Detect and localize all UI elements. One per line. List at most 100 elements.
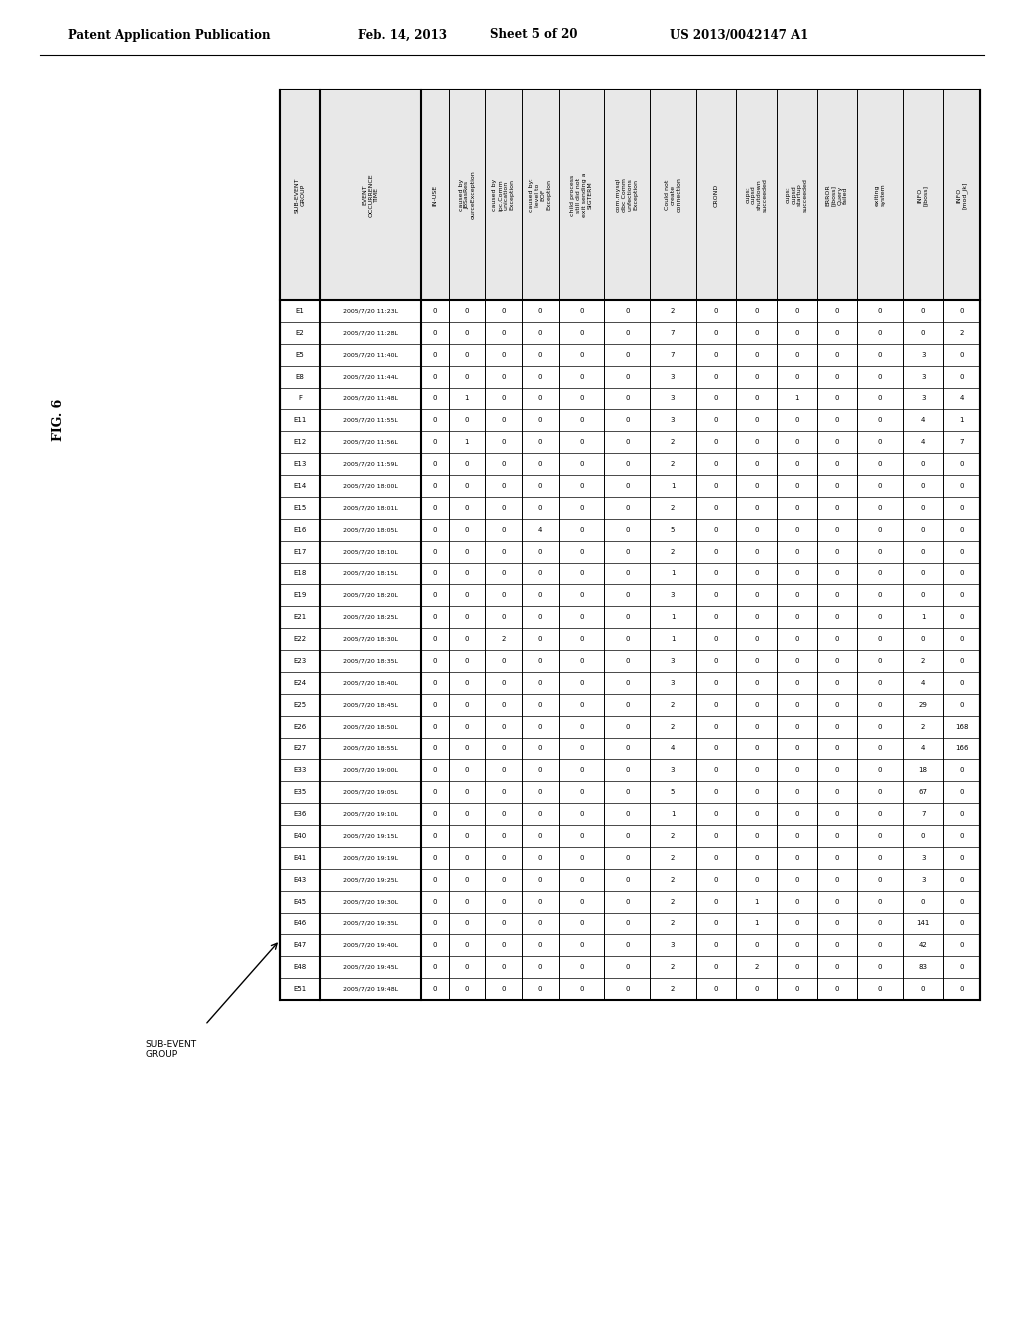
Text: 0: 0 <box>625 789 630 795</box>
Text: 0: 0 <box>714 680 719 686</box>
Text: 0: 0 <box>465 461 469 467</box>
Text: 0: 0 <box>959 527 964 533</box>
Text: 0: 0 <box>755 330 759 335</box>
Text: 0: 0 <box>502 723 506 730</box>
Text: 0: 0 <box>878 833 883 840</box>
Text: 1: 1 <box>671 614 675 620</box>
Text: 3: 3 <box>921 351 926 358</box>
Text: 2: 2 <box>671 899 675 904</box>
Text: 0: 0 <box>921 527 926 533</box>
Text: US 2013/0042147 A1: US 2013/0042147 A1 <box>670 29 808 41</box>
Text: 0: 0 <box>465 789 469 795</box>
Text: 2005/7/20 11:48L: 2005/7/20 11:48L <box>343 396 398 401</box>
Text: 0: 0 <box>502 351 506 358</box>
Text: 0: 0 <box>714 351 719 358</box>
Text: 0: 0 <box>502 767 506 774</box>
Text: 0: 0 <box>878 767 883 774</box>
Text: 0: 0 <box>538 374 543 380</box>
Text: 0: 0 <box>502 657 506 664</box>
Text: 1: 1 <box>671 810 675 817</box>
Text: 0: 0 <box>755 504 759 511</box>
Text: 0: 0 <box>795 374 799 380</box>
Text: 2: 2 <box>671 876 675 883</box>
Text: 0: 0 <box>625 417 630 424</box>
Text: E2: E2 <box>296 330 304 335</box>
Text: 0: 0 <box>580 461 584 467</box>
Text: 7: 7 <box>671 351 675 358</box>
Text: 0: 0 <box>755 767 759 774</box>
Text: 0: 0 <box>432 483 437 488</box>
Text: 0: 0 <box>878 789 883 795</box>
Text: 0: 0 <box>959 810 964 817</box>
Text: 2005/7/20 19:19L: 2005/7/20 19:19L <box>343 855 398 861</box>
Text: 0: 0 <box>465 417 469 424</box>
Text: 2005/7/20 19:30L: 2005/7/20 19:30L <box>343 899 398 904</box>
Text: 0: 0 <box>835 461 840 467</box>
Text: 0: 0 <box>959 657 964 664</box>
Text: 166: 166 <box>955 746 969 751</box>
Text: 0: 0 <box>465 810 469 817</box>
Text: 0: 0 <box>538 767 543 774</box>
Text: 1: 1 <box>755 899 759 904</box>
Text: 0: 0 <box>795 986 799 993</box>
Text: 2005/7/20 19:00L: 2005/7/20 19:00L <box>343 768 398 772</box>
Text: 0: 0 <box>502 680 506 686</box>
Text: cups:
cupsd
shutdown
succeeded: cups: cupsd shutdown succeeded <box>745 178 768 213</box>
Text: 0: 0 <box>580 614 584 620</box>
Text: 0: 0 <box>878 351 883 358</box>
Text: 0: 0 <box>959 680 964 686</box>
Text: 0: 0 <box>432 570 437 577</box>
Text: 0: 0 <box>959 702 964 708</box>
Text: 0: 0 <box>432 374 437 380</box>
Text: 0: 0 <box>714 549 719 554</box>
Text: 0: 0 <box>432 440 437 445</box>
Text: 0: 0 <box>465 702 469 708</box>
Text: 0: 0 <box>878 374 883 380</box>
Text: 0: 0 <box>959 636 964 642</box>
Text: 0: 0 <box>795 330 799 335</box>
Text: 4: 4 <box>959 396 964 401</box>
Text: 0: 0 <box>538 942 543 948</box>
Text: 2005/7/20 19:05L: 2005/7/20 19:05L <box>343 789 398 795</box>
Text: 0: 0 <box>795 461 799 467</box>
Text: 2005/7/20 18:55L: 2005/7/20 18:55L <box>343 746 398 751</box>
Text: E46: E46 <box>294 920 307 927</box>
Text: 4: 4 <box>921 680 926 686</box>
Text: 0: 0 <box>432 833 437 840</box>
Text: 0: 0 <box>580 374 584 380</box>
Text: 0: 0 <box>580 504 584 511</box>
Text: 0: 0 <box>538 570 543 577</box>
Text: 2: 2 <box>671 833 675 840</box>
Text: E1: E1 <box>296 308 304 314</box>
Text: 2005/7/20 11:55L: 2005/7/20 11:55L <box>343 418 398 422</box>
Text: 0: 0 <box>625 986 630 993</box>
Text: 0: 0 <box>878 396 883 401</box>
Text: 3: 3 <box>921 396 926 401</box>
Text: 2005/7/20 11:28L: 2005/7/20 11:28L <box>343 330 398 335</box>
Text: 4: 4 <box>538 527 543 533</box>
Text: 0: 0 <box>755 636 759 642</box>
Text: 0: 0 <box>625 636 630 642</box>
Text: 0: 0 <box>921 593 926 598</box>
Text: exiting
system: exiting system <box>874 183 886 206</box>
Text: 0: 0 <box>432 417 437 424</box>
Text: 3: 3 <box>671 680 675 686</box>
Text: 0: 0 <box>538 855 543 861</box>
Text: 0: 0 <box>625 657 630 664</box>
Text: Feb. 14, 2013: Feb. 14, 2013 <box>358 29 447 41</box>
Text: 0: 0 <box>538 899 543 904</box>
Text: 3: 3 <box>671 417 675 424</box>
Text: 0: 0 <box>795 810 799 817</box>
Text: 0: 0 <box>580 899 584 904</box>
Text: 0: 0 <box>959 308 964 314</box>
Text: 0: 0 <box>878 746 883 751</box>
Text: 0: 0 <box>502 549 506 554</box>
Text: 0: 0 <box>432 351 437 358</box>
Text: E16: E16 <box>294 527 307 533</box>
Text: 0: 0 <box>580 351 584 358</box>
Text: 5: 5 <box>671 527 675 533</box>
Text: 0: 0 <box>714 810 719 817</box>
Text: 0: 0 <box>538 746 543 751</box>
Text: E13: E13 <box>294 461 307 467</box>
Text: 2005/7/20 11:59L: 2005/7/20 11:59L <box>343 462 398 466</box>
